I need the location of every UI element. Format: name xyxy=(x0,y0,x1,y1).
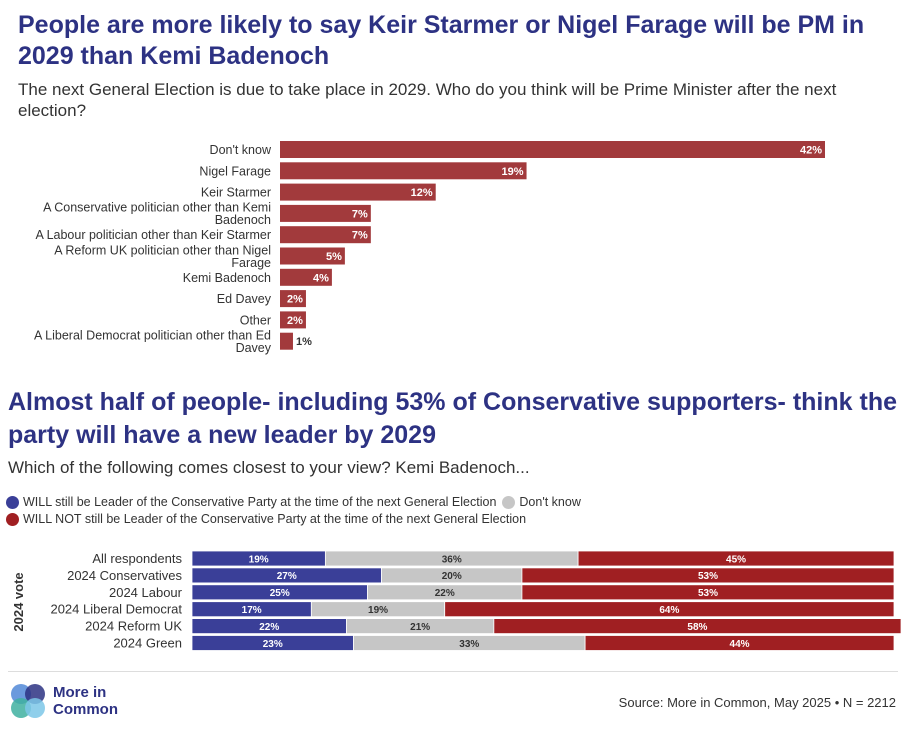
row-label-0: All respondents xyxy=(92,551,182,566)
data-label-2: 12% xyxy=(411,187,433,199)
segment-3-2 xyxy=(444,601,895,618)
data-label-4: 7% xyxy=(352,230,368,242)
segment-2-2 xyxy=(521,584,895,601)
chart2-title: Almost half of people- including 53% of … xyxy=(8,388,897,449)
chart2-legend: WILL still be Leader of the Conservative… xyxy=(6,494,886,528)
segment-label-1-0: 27% xyxy=(277,571,297,582)
legend-label-dont-know: Don't know xyxy=(519,495,581,509)
source-note: Source: More in Common, May 2025 • N = 2… xyxy=(618,695,896,710)
row-label-2: 2024 Labour xyxy=(109,585,183,600)
footer-divider xyxy=(8,671,898,672)
data-label-8: 2% xyxy=(287,315,303,327)
category-label-2: Keir Starmer xyxy=(201,186,271,200)
data-label-7: 2% xyxy=(287,294,303,306)
data-label-0: 42% xyxy=(800,145,822,157)
segment-1-2 xyxy=(521,567,895,584)
segment-label-5-0: 23% xyxy=(263,639,283,650)
segment-label-5-1: 33% xyxy=(459,639,479,650)
chart1-subtitle: The next General Election is due to take… xyxy=(18,80,837,120)
category-label-9-line0: A Liberal Democrat politician other than… xyxy=(34,328,271,342)
bar-6 xyxy=(280,268,332,286)
segment-label-2-1: 22% xyxy=(435,588,455,599)
bar-0 xyxy=(280,141,825,158)
legend-row-2: WILL NOT still be Leader of the Conserva… xyxy=(6,511,886,528)
row-label-1: 2024 Conservatives xyxy=(67,568,182,583)
legend-swatch-will-not xyxy=(6,513,19,526)
segment-label-5-2: 44% xyxy=(730,639,750,650)
segment-4-2 xyxy=(493,618,902,634)
logo-text-line2: Common xyxy=(53,701,118,718)
category-label-3-line1: Badenoch xyxy=(215,213,271,227)
segment-label-2-2: 53% xyxy=(698,588,718,599)
segment-label-2-0: 25% xyxy=(270,588,290,599)
more-in-common-logo xyxy=(11,684,45,718)
category-label-4: A Labour politician other than Keir Star… xyxy=(35,228,271,242)
category-label-5-line0: A Reform UK politician other than Nigel xyxy=(54,243,271,257)
data-label-3: 7% xyxy=(352,208,368,220)
bar-4 xyxy=(280,226,371,244)
segment-0-2 xyxy=(577,550,895,567)
logo-text-line1: More in xyxy=(53,684,107,701)
category-label-5-line1: Farage xyxy=(231,256,271,270)
bar-8 xyxy=(280,311,306,329)
legend-swatch-dont-know xyxy=(502,496,516,509)
bar-9 xyxy=(280,332,293,350)
bar-7 xyxy=(280,290,306,308)
bar-5 xyxy=(280,247,345,265)
category-label-8: Other xyxy=(240,313,271,327)
y-axis-title: 2024 vote xyxy=(11,572,26,631)
segment-label-3-0: 17% xyxy=(242,605,262,616)
segment-label-4-0: 22% xyxy=(259,622,279,633)
legend-label-will-not: WILL NOT still be Leader of the Conserva… xyxy=(23,512,527,526)
category-label-0: Don't know xyxy=(210,143,272,157)
category-label-1: Nigel Farage xyxy=(199,164,271,178)
category-label-9-line1: Davey xyxy=(236,341,272,355)
category-label-6: Kemi Badenoch xyxy=(183,271,271,285)
segment-label-3-1: 19% xyxy=(368,605,388,616)
bar-1 xyxy=(280,162,527,180)
bar-3 xyxy=(280,204,371,222)
row-label-4: 2024 Reform UK xyxy=(85,619,182,634)
category-label-7: Ed Davey xyxy=(217,292,272,306)
legend-swatch-will xyxy=(6,496,19,509)
segment-label-0-1: 36% xyxy=(442,554,462,565)
segment-label-4-1: 21% xyxy=(410,622,430,633)
legend-row-1: WILL still be Leader of the Conservative… xyxy=(6,494,886,511)
data-label-1: 19% xyxy=(502,166,524,178)
segment-label-1-2: 53% xyxy=(698,571,718,582)
segment-label-3-2: 64% xyxy=(659,605,679,616)
row-label-5: 2024 Green xyxy=(113,636,182,651)
segment-label-0-2: 45% xyxy=(726,554,746,565)
data-label-9: 1% xyxy=(296,336,312,348)
data-label-6: 4% xyxy=(313,272,329,284)
segment-label-1-1: 20% xyxy=(442,571,462,582)
row-label-3: 2024 Liberal Democrat xyxy=(50,602,182,617)
logo-text: More in Common xyxy=(53,684,118,718)
data-label-5: 5% xyxy=(326,251,342,263)
chart1-title: People are more likely to say Keir Starm… xyxy=(18,11,865,70)
category-label-3-line0: A Conservative politician other than Kem… xyxy=(43,201,271,215)
segment-label-4-2: 58% xyxy=(687,622,707,633)
legend-label-will: WILL still be Leader of the Conservative… xyxy=(23,495,497,509)
segment-label-0-0: 19% xyxy=(249,554,269,565)
segment-5-2 xyxy=(584,635,895,651)
bar-2 xyxy=(280,183,436,201)
chart2-subtitle: Which of the following comes closest to … xyxy=(8,458,530,477)
